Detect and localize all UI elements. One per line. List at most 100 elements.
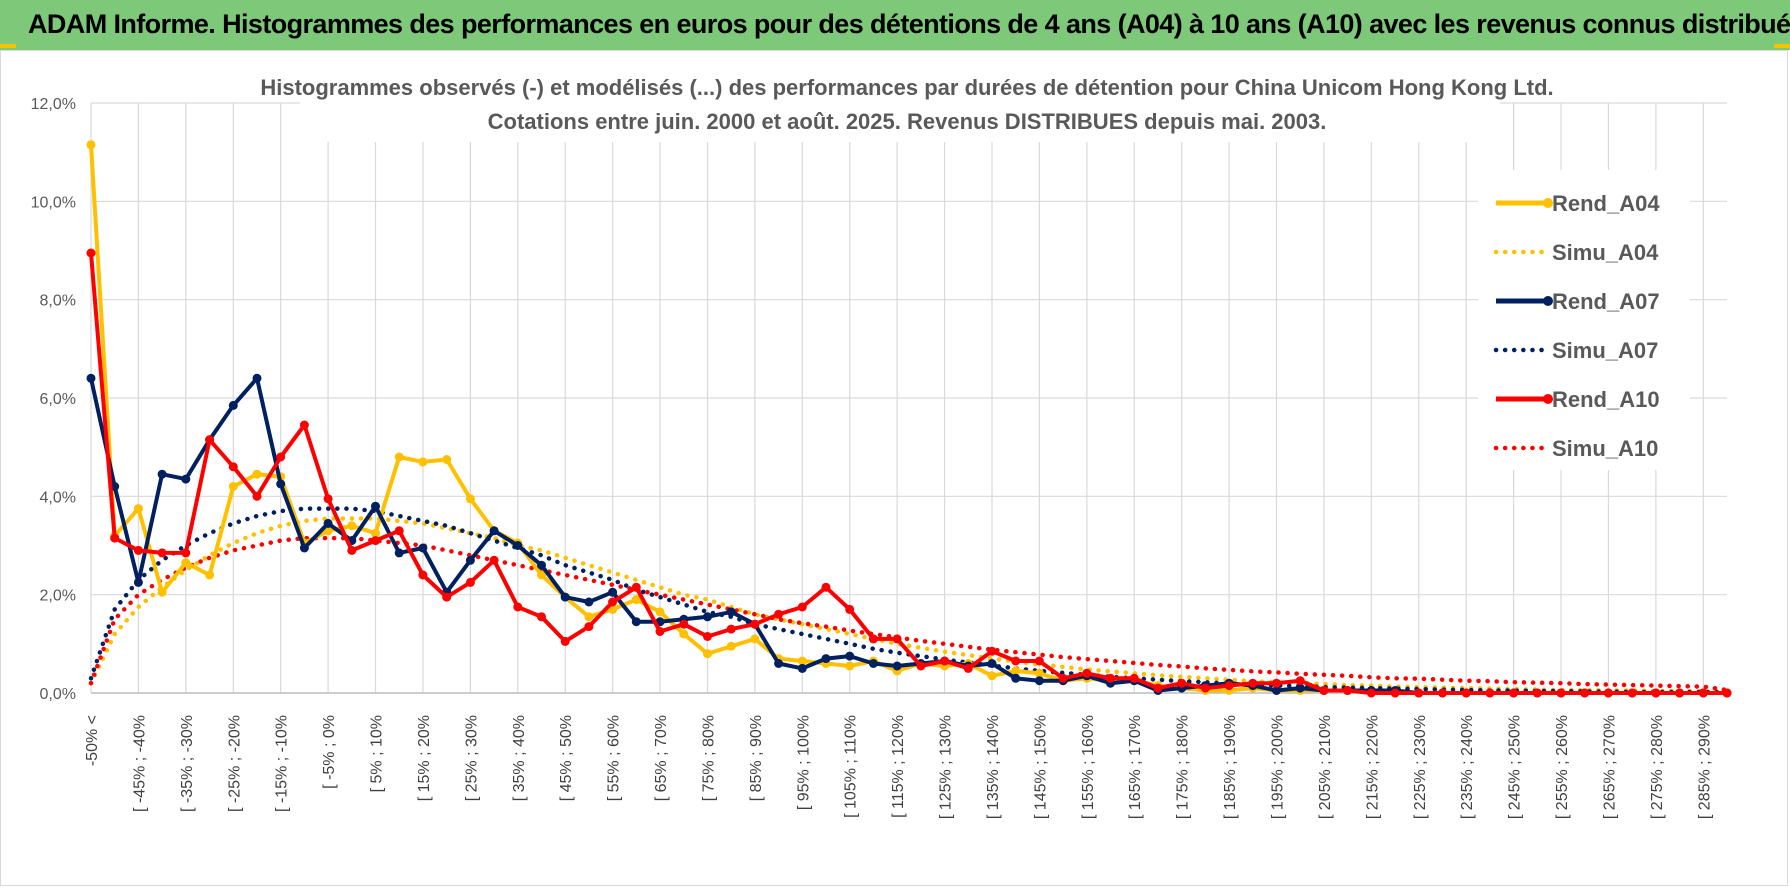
data-point bbox=[797, 602, 807, 612]
data-point bbox=[537, 570, 546, 580]
data-point bbox=[157, 548, 167, 558]
series-line-simu-a10 bbox=[88, 535, 1730, 693]
x-tick-label: [ 45% ; 50% bbox=[558, 715, 575, 801]
data-point bbox=[513, 602, 523, 612]
data-point bbox=[631, 617, 641, 627]
legend-label: Rend_A04 bbox=[1552, 191, 1660, 216]
header-banner: ADAM Informe. Histogrammes des performan… bbox=[0, 0, 1790, 50]
data-point bbox=[892, 634, 902, 644]
data-point bbox=[299, 420, 309, 430]
x-tick-label: [ 55% ; 60% bbox=[606, 715, 623, 801]
data-point bbox=[1603, 688, 1613, 698]
data-point bbox=[371, 528, 380, 538]
series-line-rend-a10 bbox=[89, 252, 1727, 695]
data-point bbox=[679, 629, 689, 639]
x-tick-label: [ -25% ; -20% bbox=[226, 715, 243, 812]
legend-item: Rend_A07 bbox=[1496, 289, 1660, 314]
legend-item: Simu_A07 bbox=[1493, 338, 1658, 363]
y-tick-label: 2,0% bbox=[40, 588, 76, 605]
data-point bbox=[323, 494, 333, 504]
x-tick-label: [ -35% ; -30% bbox=[179, 715, 196, 812]
data-point bbox=[703, 649, 712, 659]
data-point bbox=[442, 592, 452, 602]
data-point bbox=[133, 545, 143, 555]
data-point bbox=[655, 627, 665, 636]
data-point bbox=[228, 462, 238, 472]
data-point bbox=[703, 612, 712, 622]
data-point bbox=[133, 504, 143, 514]
data-point bbox=[394, 548, 404, 558]
data-point bbox=[347, 521, 357, 531]
data-point bbox=[394, 452, 404, 462]
data-point bbox=[584, 622, 594, 632]
y-tick-label: 8,0% bbox=[40, 293, 76, 310]
data-point bbox=[110, 533, 120, 543]
legend-label: Rend_A07 bbox=[1552, 289, 1660, 314]
data-point bbox=[157, 469, 167, 479]
data-point bbox=[584, 597, 594, 607]
series-simu-a10 bbox=[88, 535, 1730, 693]
data-point bbox=[181, 548, 191, 558]
report-title: ADAM Informe. Histogrammes des performan… bbox=[28, 9, 1790, 39]
data-point bbox=[655, 607, 665, 617]
data-point bbox=[276, 452, 286, 462]
data-point bbox=[1366, 688, 1376, 698]
x-tick-label: [ 275% ; 280% bbox=[1649, 715, 1666, 819]
data-point bbox=[1272, 678, 1281, 688]
series-rend-a10 bbox=[86, 248, 1732, 698]
data-point bbox=[371, 501, 380, 511]
data-point bbox=[465, 577, 475, 587]
data-point bbox=[513, 541, 523, 550]
legend-item: Rend_A10 bbox=[1496, 387, 1660, 412]
data-point bbox=[726, 641, 736, 651]
x-tick-label: [ 195% ; 200% bbox=[1270, 715, 1287, 819]
data-point bbox=[1034, 656, 1044, 666]
data-point bbox=[252, 373, 262, 383]
data-point bbox=[489, 555, 499, 565]
chart-frame bbox=[0, 50, 1788, 886]
data-point bbox=[821, 582, 831, 592]
data-point bbox=[703, 632, 712, 641]
data-point bbox=[868, 659, 878, 668]
data-point bbox=[394, 526, 404, 536]
data-point bbox=[1034, 668, 1044, 678]
x-tick-label: [ 185% ; 190% bbox=[1222, 715, 1239, 819]
data-point bbox=[1627, 688, 1637, 698]
legend-marker bbox=[1543, 394, 1553, 404]
data-point bbox=[1390, 688, 1400, 698]
x-tick-label: [ 95% ; 100% bbox=[795, 715, 812, 810]
y-tick-label: 4,0% bbox=[40, 489, 76, 506]
title-backdrop bbox=[300, 70, 1500, 142]
data-point bbox=[1414, 688, 1424, 698]
legend-backdrop bbox=[1478, 170, 1690, 470]
data-point bbox=[1248, 678, 1258, 688]
x-tick-label: [ -45% ; -40% bbox=[131, 715, 148, 812]
y-tick-label: 0,0% bbox=[40, 686, 76, 703]
data-point bbox=[133, 577, 143, 587]
data-point bbox=[774, 659, 784, 668]
data-point bbox=[868, 634, 878, 644]
data-point bbox=[418, 457, 428, 467]
data-point bbox=[1129, 673, 1139, 683]
legend-marker bbox=[1543, 198, 1553, 208]
data-point bbox=[1011, 673, 1021, 683]
data-point bbox=[228, 400, 238, 410]
gridlines bbox=[90, 102, 1727, 694]
x-tick-label: [ 145% ; 150% bbox=[1032, 715, 1049, 819]
corner-accent-left bbox=[0, 44, 16, 48]
x-tick-label: [ 245% ; 250% bbox=[1507, 715, 1524, 819]
data-point bbox=[276, 479, 286, 489]
data-point bbox=[608, 587, 618, 597]
legend-label: Rend_A10 bbox=[1552, 387, 1660, 412]
x-tick-label: [ -5% ; 0% bbox=[321, 715, 338, 789]
data-point bbox=[1461, 688, 1471, 698]
data-point bbox=[1200, 683, 1210, 693]
data-point bbox=[228, 482, 238, 491]
data-point bbox=[560, 636, 570, 646]
data-point bbox=[797, 663, 807, 673]
data-point bbox=[181, 474, 191, 484]
data-point bbox=[987, 671, 997, 681]
data-point bbox=[845, 661, 855, 671]
data-point bbox=[1532, 688, 1542, 698]
x-tick-label: [ 155% ; 160% bbox=[1080, 715, 1097, 819]
